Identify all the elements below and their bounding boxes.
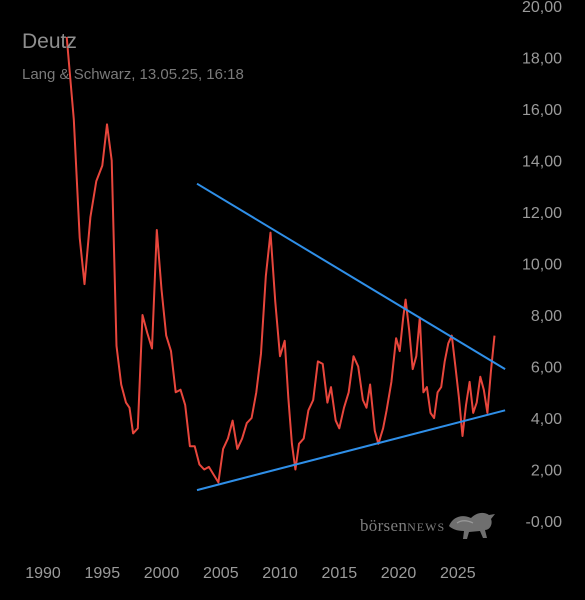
x-tick-label: 1990	[25, 565, 61, 582]
price-series	[65, 36, 496, 484]
x-tick-label: 2015	[322, 565, 358, 582]
x-tick-label: 2000	[144, 565, 180, 582]
y-tick-label: 10,00	[522, 257, 562, 274]
lower-trend-line	[196, 409, 506, 492]
y-tick-label: 20,00	[522, 0, 562, 16]
x-tick-label: 2020	[381, 565, 417, 582]
watermark-text: börsenNEWS	[360, 516, 445, 536]
bull-icon	[449, 512, 495, 539]
trend-lines	[196, 182, 506, 492]
y-tick-label: 8,00	[531, 308, 562, 325]
watermark-text-lower: börsen	[360, 516, 408, 535]
y-tick-label: 6,00	[531, 360, 562, 377]
price-line	[65, 36, 496, 484]
watermark-text-caps: NEWS	[407, 520, 446, 534]
y-tick-label: 14,00	[522, 154, 562, 171]
x-tick-label: 2005	[203, 565, 239, 582]
x-tick-label: 1995	[85, 565, 121, 582]
y-tick-label: 16,00	[522, 102, 562, 119]
y-tick-label: -0,00	[526, 514, 563, 531]
y-tick-label: 18,00	[522, 51, 562, 68]
chart-title: Deutz	[22, 30, 77, 53]
chart-subtitle: Lang & Schwarz, 13.05.25, 16:18	[22, 66, 244, 83]
upper-trend-line	[196, 182, 506, 370]
x-tick-label: 2025	[440, 565, 476, 582]
y-axis-ticks: -0,00 2,00 4,00 6,00 8,00 10,00 12,00 14,00 16,0…	[522, 0, 562, 531]
y-tick-label: 2,00	[531, 463, 562, 480]
x-tick-label: 2010	[262, 565, 298, 582]
y-tick-label: 12,00	[522, 205, 562, 222]
y-tick-label: 4,00	[531, 411, 562, 428]
x-axis-ticks: 1990 1995 2000 2005 2010 2015 2020 2025	[25, 565, 475, 582]
